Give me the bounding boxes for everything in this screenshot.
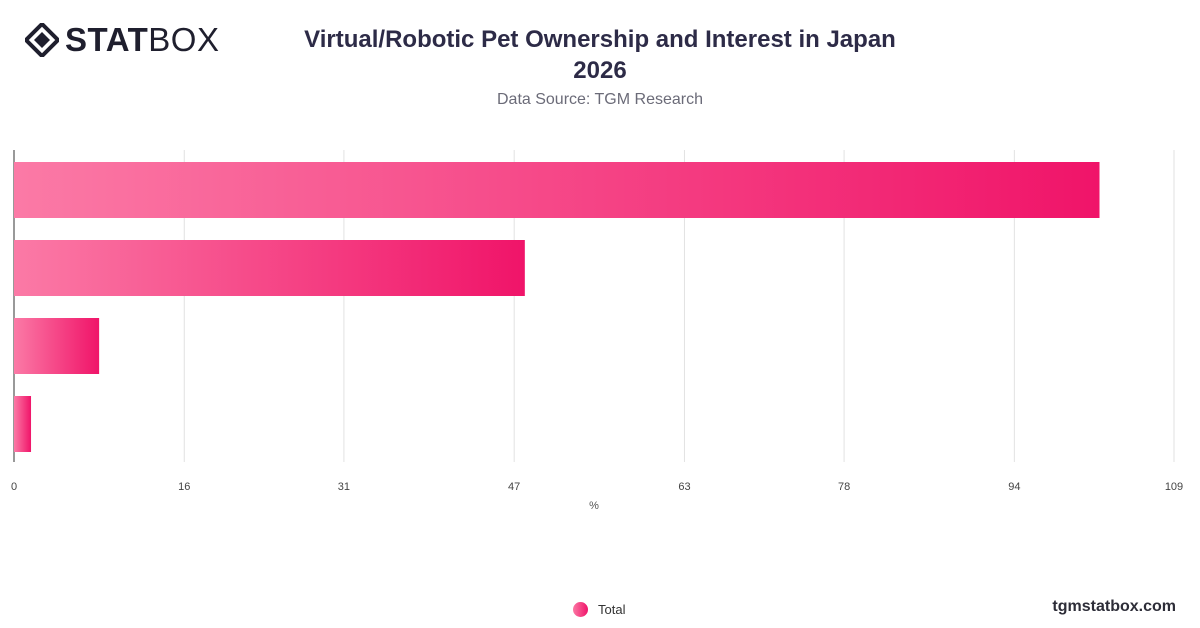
x-tick-label: 63 [678,481,690,493]
logo-text-bold: STAT [65,21,149,58]
x-tick-label: 94 [1008,481,1020,493]
legend-swatch [573,602,588,617]
legend[interactable]: Total [573,602,625,617]
bar[interactable] [14,396,32,452]
chart-subtitle: Data Source: TGM Research [496,91,703,108]
logo-text-light: BOX [148,21,220,58]
bar[interactable] [14,162,1100,218]
bar[interactable] [14,240,525,296]
logo-text: STATBOX [65,22,219,58]
x-tick-label: 31 [338,481,350,493]
x-tick-label: 47 [508,481,520,493]
chart-title-line2: 2026 [573,57,627,84]
x-tick-label: 109 [1165,481,1183,493]
statbox-logo: STATBOX [25,22,219,58]
chart-title-line1: Virtual/Robotic Pet Ownership and Intere… [304,26,896,53]
chart-title: Virtual/Robotic Pet Ownership and Intere… [250,24,950,86]
statbox-diamond-icon [25,23,59,57]
x-tick-label: 0 [11,481,17,493]
legend-label-total: Total [598,602,626,617]
bar[interactable] [14,318,100,374]
x-tick-label: 78 [838,481,850,493]
site-url: tgmstatbox.com [1052,598,1176,615]
x-axis-label: % [589,500,599,512]
x-tick-label: 16 [178,481,190,493]
